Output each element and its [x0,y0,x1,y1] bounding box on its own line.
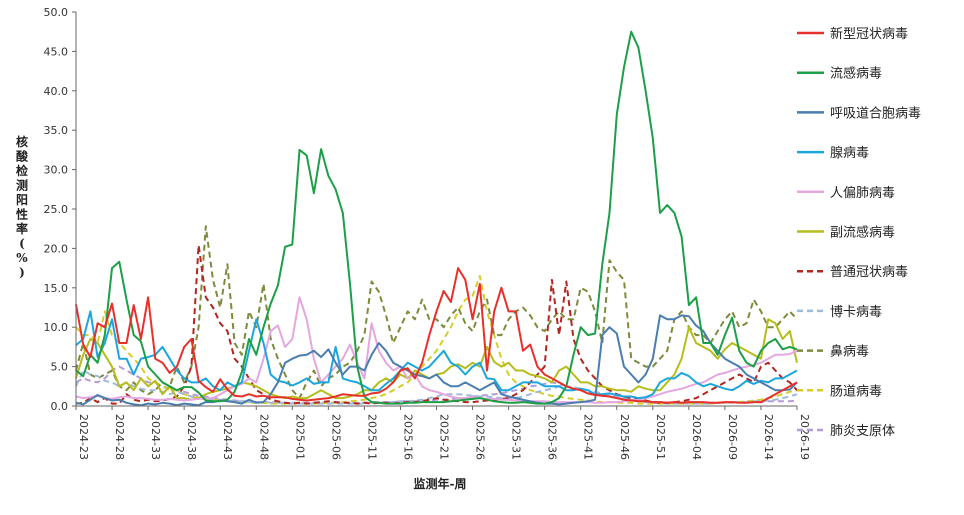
legend-label: 鼻病毒 [830,344,869,360]
legend-label: 肺炎支原体 [830,424,895,439]
x-tick-label: 2024-38 [185,414,198,460]
legend-label: 副流感病毒 [830,225,895,241]
x-tick-label: 2025-46 [618,414,631,460]
x-axis-title: 监测年-周 [414,476,467,491]
y-tick-label: 0.0 [51,400,69,413]
y-tick-label: 50.0 [44,6,69,19]
y-tick-label: 35.0 [44,124,69,137]
x-tick-label: 2025-01 [293,414,306,460]
legend-label: 普通冠状病毒 [830,265,908,280]
x-tick-label: 2025-41 [582,414,595,460]
y-tick-label: 20.0 [44,242,69,255]
y-axis-ticks: 0.0 5.0 10.0 15.0 20.0 25.0 30.0 35.0 40.0 45.0 50… [44,6,76,413]
y-axis-title: 核酸检测阳性率(%) [15,134,29,280]
series-line [75,310,798,400]
legend-label: 人偏肺病毒 [830,186,895,201]
legend-label: 呼吸道合胞病毒 [830,106,921,121]
x-tick-label: 2025-36 [546,414,559,460]
series-lines [75,30,798,407]
legend-label: 新型冠状病毒 [830,26,908,42]
series-line [75,296,798,404]
y-tick-label: 10.0 [44,321,69,334]
x-tick-label: 2025-51 [654,414,667,460]
series-line [75,314,798,407]
y-tick-label: 45.0 [44,45,69,58]
x-axis-ticks: 2024-23 2024-28 2024-33 2024-38 2024-43 2024-… [75,406,811,460]
x-tick-label: 2025-26 [474,414,487,460]
x-tick-label: 2025-31 [510,414,523,460]
x-tick-label: 2024-33 [149,414,162,460]
x-tick-label: 2025-11 [365,414,378,460]
y-tick-label: 25.0 [44,203,69,216]
series-line [75,369,798,405]
legend-label: 博卡病毒 [830,305,882,320]
series-line [75,30,798,405]
y-tick-label: 30.0 [44,164,69,177]
series-line [75,244,798,405]
x-tick-label: 2025-06 [329,414,342,460]
x-tick-label: 2024-48 [257,414,270,460]
x-tick-label: 2025-16 [401,414,414,460]
x-tick-label: 2024-28 [113,414,126,460]
x-tick-label: 2024-43 [221,414,234,460]
legend-label: 肠道病毒 [830,384,882,399]
legend-label: 流感病毒 [830,66,882,82]
x-tick-label: 2026-14 [762,414,775,460]
x-tick-label: 2026-19 [798,414,811,460]
series-line [75,225,798,400]
y-tick-label: 15.0 [44,282,69,295]
x-tick-label: 2025-21 [438,414,451,460]
y-tick-label: 40.0 [44,85,69,98]
series-line [75,275,798,405]
y-tick-label: 5.0 [51,361,69,374]
series-line [75,365,798,404]
series-line [75,267,798,404]
legend-label: 腺病毒 [830,146,869,161]
x-tick-label: 2026-09 [726,414,739,460]
x-tick-label: 2026-04 [690,414,703,460]
x-tick-label: 2024-23 [77,414,90,460]
legend: 新型冠状病毒流感病毒呼吸道合胞病毒腺病毒人偏肺病毒副流感病毒普通冠状病毒博卡病毒… [797,26,921,439]
